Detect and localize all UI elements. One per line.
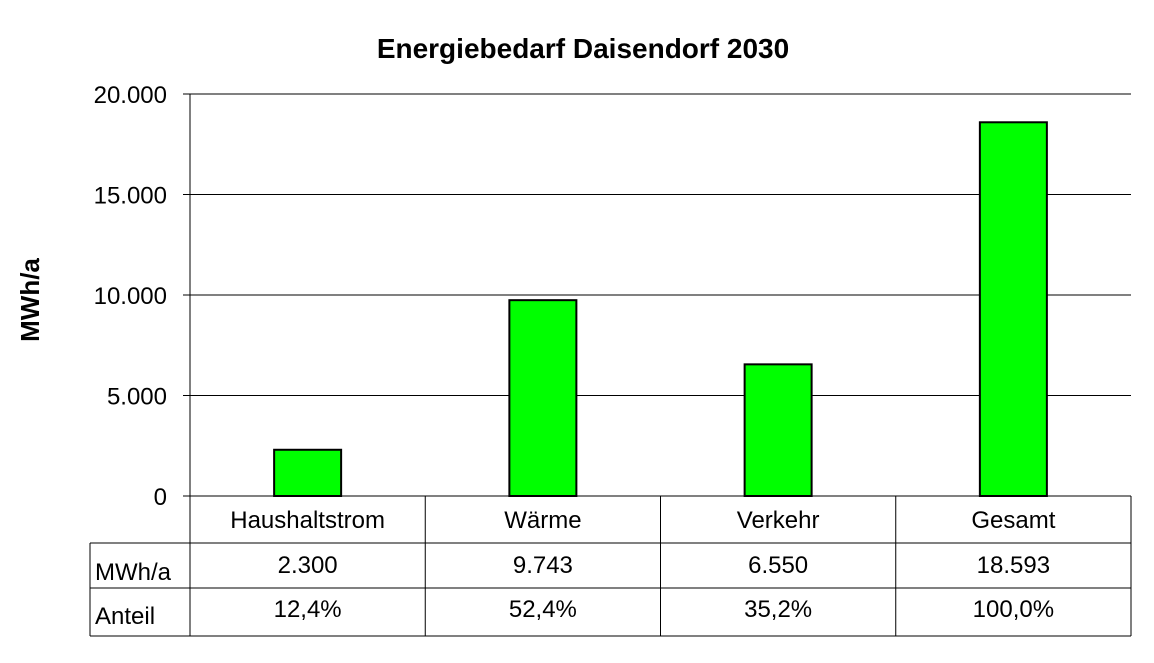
y-axis-label: MWh/a: [15, 258, 45, 342]
bar-1: [508, 299, 578, 498]
category-label: Haushaltstrom: [230, 507, 385, 534]
y-tick-label: 10.000: [94, 283, 167, 310]
table-cell: 52,4%: [509, 596, 577, 623]
category-label: Gesamt: [971, 507, 1055, 534]
table-cell: 6.550: [748, 552, 808, 579]
table-row-label: Anteil: [95, 603, 155, 630]
bar-3: [978, 121, 1048, 497]
bar-0: [273, 448, 343, 497]
chart-title: Energiebedarf Daisendorf 2030: [377, 33, 789, 64]
bars: [273, 121, 1048, 498]
table-cell: 2.300: [278, 552, 338, 579]
table-cell: 18.593: [977, 552, 1050, 579]
table-cell: 12,4%: [274, 596, 342, 623]
y-tick-label: 20.000: [94, 82, 167, 109]
table-row-label: MWh/a: [95, 559, 172, 586]
y-tick-label: 15.000: [94, 183, 167, 210]
data-table: Haushaltstrom Wärme Verkehr Gesamt MWh/a 2.30…: [89, 495, 1132, 637]
table-cell: 9.743: [513, 552, 573, 579]
bar-2: [743, 363, 813, 497]
y-tick-label: 5.000: [107, 384, 167, 411]
y-axis-ticks: 0 5.000 10.000 15.000 20.000: [94, 82, 191, 511]
category-label: Verkehr: [737, 507, 820, 534]
table-cell: 100,0%: [973, 596, 1054, 623]
category-label: Wärme: [504, 507, 581, 534]
y-tick-label: 0: [154, 484, 167, 511]
table-cell: 35,2%: [744, 596, 812, 623]
